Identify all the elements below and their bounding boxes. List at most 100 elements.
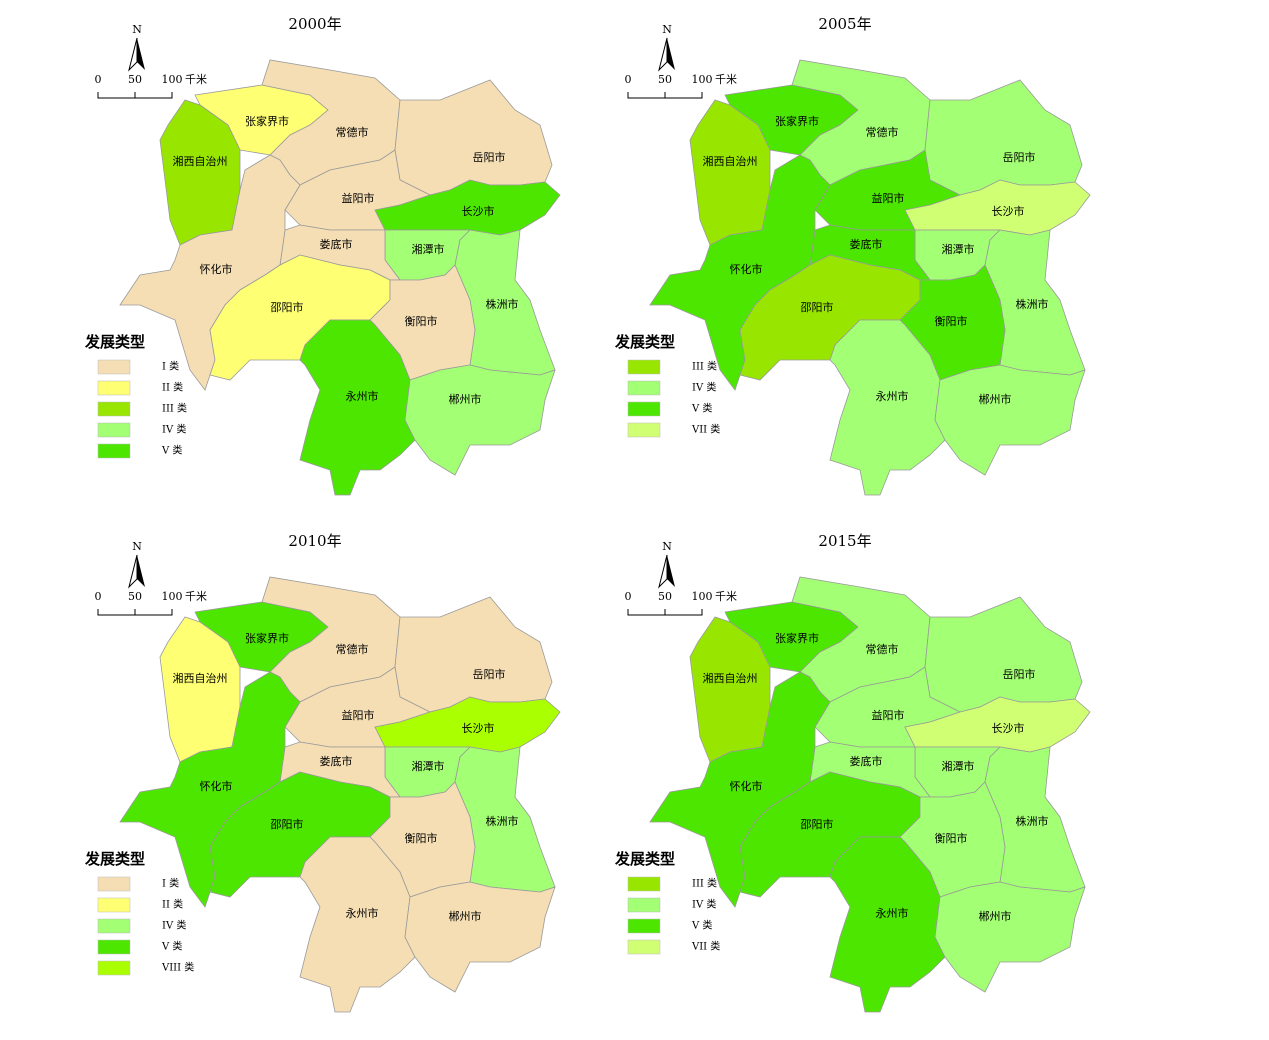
panel-title: 2005年	[818, 15, 871, 33]
region-label: 益阳市	[342, 191, 375, 205]
legend-label: V 类	[161, 940, 182, 953]
region-label: 湘西自治州	[173, 671, 228, 685]
region-label: 永州市	[876, 389, 909, 403]
region-label: 张家界市	[245, 631, 289, 645]
region	[829, 836, 946, 1013]
region-label: 岳阳市	[473, 150, 506, 164]
region-label: 娄底市	[320, 237, 353, 251]
region-label: 邵阳市	[801, 300, 834, 314]
legend-swatch	[627, 380, 661, 396]
region-label: 湘西自治州	[173, 154, 228, 168]
scale-unit: 千米	[715, 73, 737, 86]
region-label: 岳阳市	[1003, 150, 1036, 164]
region	[394, 596, 553, 713]
region-label: 衡阳市	[935, 831, 968, 845]
panel-title: 2000年	[288, 15, 341, 33]
north-arrow	[667, 555, 675, 587]
panel-title: 2010年	[288, 532, 341, 550]
region-label: 株洲市	[1016, 814, 1049, 828]
region-label: 株洲市	[1016, 297, 1049, 311]
region	[924, 596, 1083, 713]
legend-title: 发展类型	[614, 850, 675, 868]
legend-label: IV 类	[692, 381, 716, 394]
legend-swatch	[627, 422, 661, 438]
region-label: 邵阳市	[801, 817, 834, 831]
region	[934, 364, 1086, 476]
region-label: 怀化市	[730, 262, 763, 276]
scale-label: 50	[128, 73, 142, 86]
region-label: 郴州市	[449, 909, 482, 923]
region-label: 益阳市	[872, 191, 905, 205]
region	[404, 881, 556, 993]
legend-swatch	[97, 443, 131, 459]
region-label: 永州市	[346, 906, 379, 920]
region-label: 湘潭市	[412, 242, 445, 256]
legend-swatch	[97, 960, 131, 976]
region	[829, 319, 946, 496]
legend-label: V 类	[691, 919, 712, 932]
legend-swatch	[627, 359, 661, 375]
legend-label: I 类	[162, 360, 179, 373]
region-label: 长沙市	[992, 721, 1025, 735]
north-arrow	[137, 38, 145, 70]
legend-title: 发展类型	[614, 333, 675, 351]
north-arrow	[667, 38, 675, 70]
legend-label: II 类	[162, 898, 183, 911]
scale-label: 50	[658, 73, 672, 86]
legend-swatch	[627, 897, 661, 913]
legend-swatch	[97, 876, 131, 892]
legend-title: 发展类型	[84, 850, 145, 868]
scale-unit: 千米	[185, 73, 207, 86]
legend-swatch	[97, 897, 131, 913]
legend-label: III 类	[162, 402, 187, 415]
region-label: 常德市	[866, 642, 899, 656]
legend-swatch	[627, 918, 661, 934]
legend-label: IV 类	[162, 919, 186, 932]
region-label: 岳阳市	[473, 667, 506, 681]
region-label: 株洲市	[486, 814, 519, 828]
region-label: 湘潭市	[412, 759, 445, 773]
legend-swatch	[627, 401, 661, 417]
scale-bar	[627, 92, 703, 99]
region-label: 怀化市	[200, 262, 233, 276]
region-label: 邵阳市	[271, 300, 304, 314]
legend-swatch	[97, 422, 131, 438]
scale-label: 0	[625, 590, 632, 603]
north-arrow	[658, 37, 668, 72]
north-arrow	[137, 555, 145, 587]
region-label: 株洲市	[486, 297, 519, 311]
region-label: 常德市	[866, 125, 899, 139]
region-label: 娄底市	[850, 237, 883, 251]
legend-label: III 类	[692, 360, 717, 373]
region	[299, 319, 416, 496]
region-label: 郴州市	[449, 392, 482, 406]
scale-unit: 千米	[185, 590, 207, 603]
panel-title: 2015年	[818, 532, 871, 550]
region	[404, 364, 556, 476]
scale-label: 0	[95, 590, 102, 603]
scale-bar	[627, 609, 703, 616]
region-label: 长沙市	[462, 204, 495, 218]
scale-bar	[97, 92, 173, 99]
region-label: 长沙市	[992, 204, 1025, 218]
scale-label: 100	[692, 590, 713, 603]
region-label: 衡阳市	[935, 314, 968, 328]
region-label: 永州市	[346, 389, 379, 403]
legend-swatch	[97, 359, 131, 375]
legend-swatch	[97, 380, 131, 396]
legend-label: I 类	[162, 877, 179, 890]
region-label: 长沙市	[462, 721, 495, 735]
region-label: 郴州市	[979, 909, 1012, 923]
scale-label: 50	[128, 590, 142, 603]
legend-swatch	[627, 939, 661, 955]
region-label: 湘潭市	[942, 759, 975, 773]
legend-label: V 类	[691, 402, 712, 415]
region	[299, 836, 416, 1013]
scale-label: 50	[658, 590, 672, 603]
region-label: 岳阳市	[1003, 667, 1036, 681]
region-label: 张家界市	[775, 631, 819, 645]
